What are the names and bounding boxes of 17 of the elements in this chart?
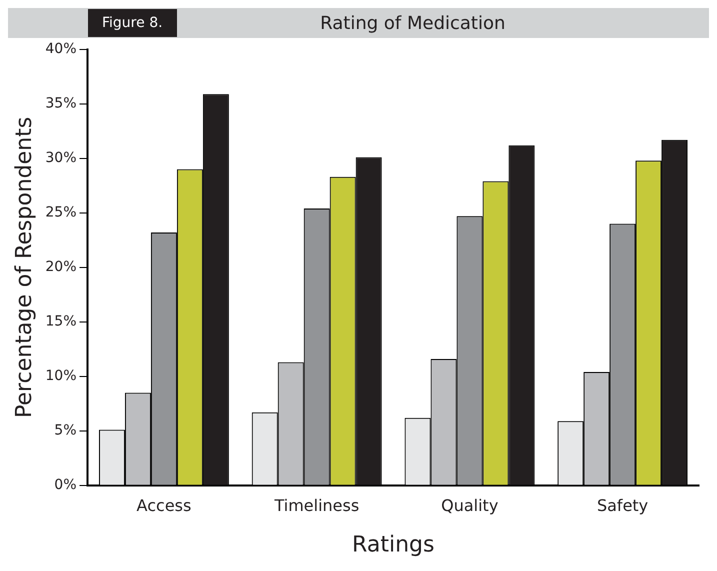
y-tick-label: 35% [45,96,77,112]
x-tick-label: Quality [441,496,498,516]
x-axis-title: Ratings [352,532,434,558]
y-tick-label: 15% [45,314,77,330]
x-tick-label: Access [136,496,192,516]
y-tick-label: 10% [45,368,77,384]
x-tick-label: Safety [596,496,648,516]
y-tick-label: 40% [45,41,77,58]
chart-title: Rating of Medication [319,12,506,34]
caption: Figure 8. [88,9,177,37]
x-tick-label: Timeliness [273,496,360,516]
y-tick-label: 20% [45,259,77,276]
y-tick-label: 30% [45,150,77,166]
y-tick-label: 0% [54,477,77,494]
y-tick-label: 25% [45,204,77,221]
y-tick-label: 5% [54,422,77,439]
y-axis-title: Percentage of Respondents [12,116,37,418]
